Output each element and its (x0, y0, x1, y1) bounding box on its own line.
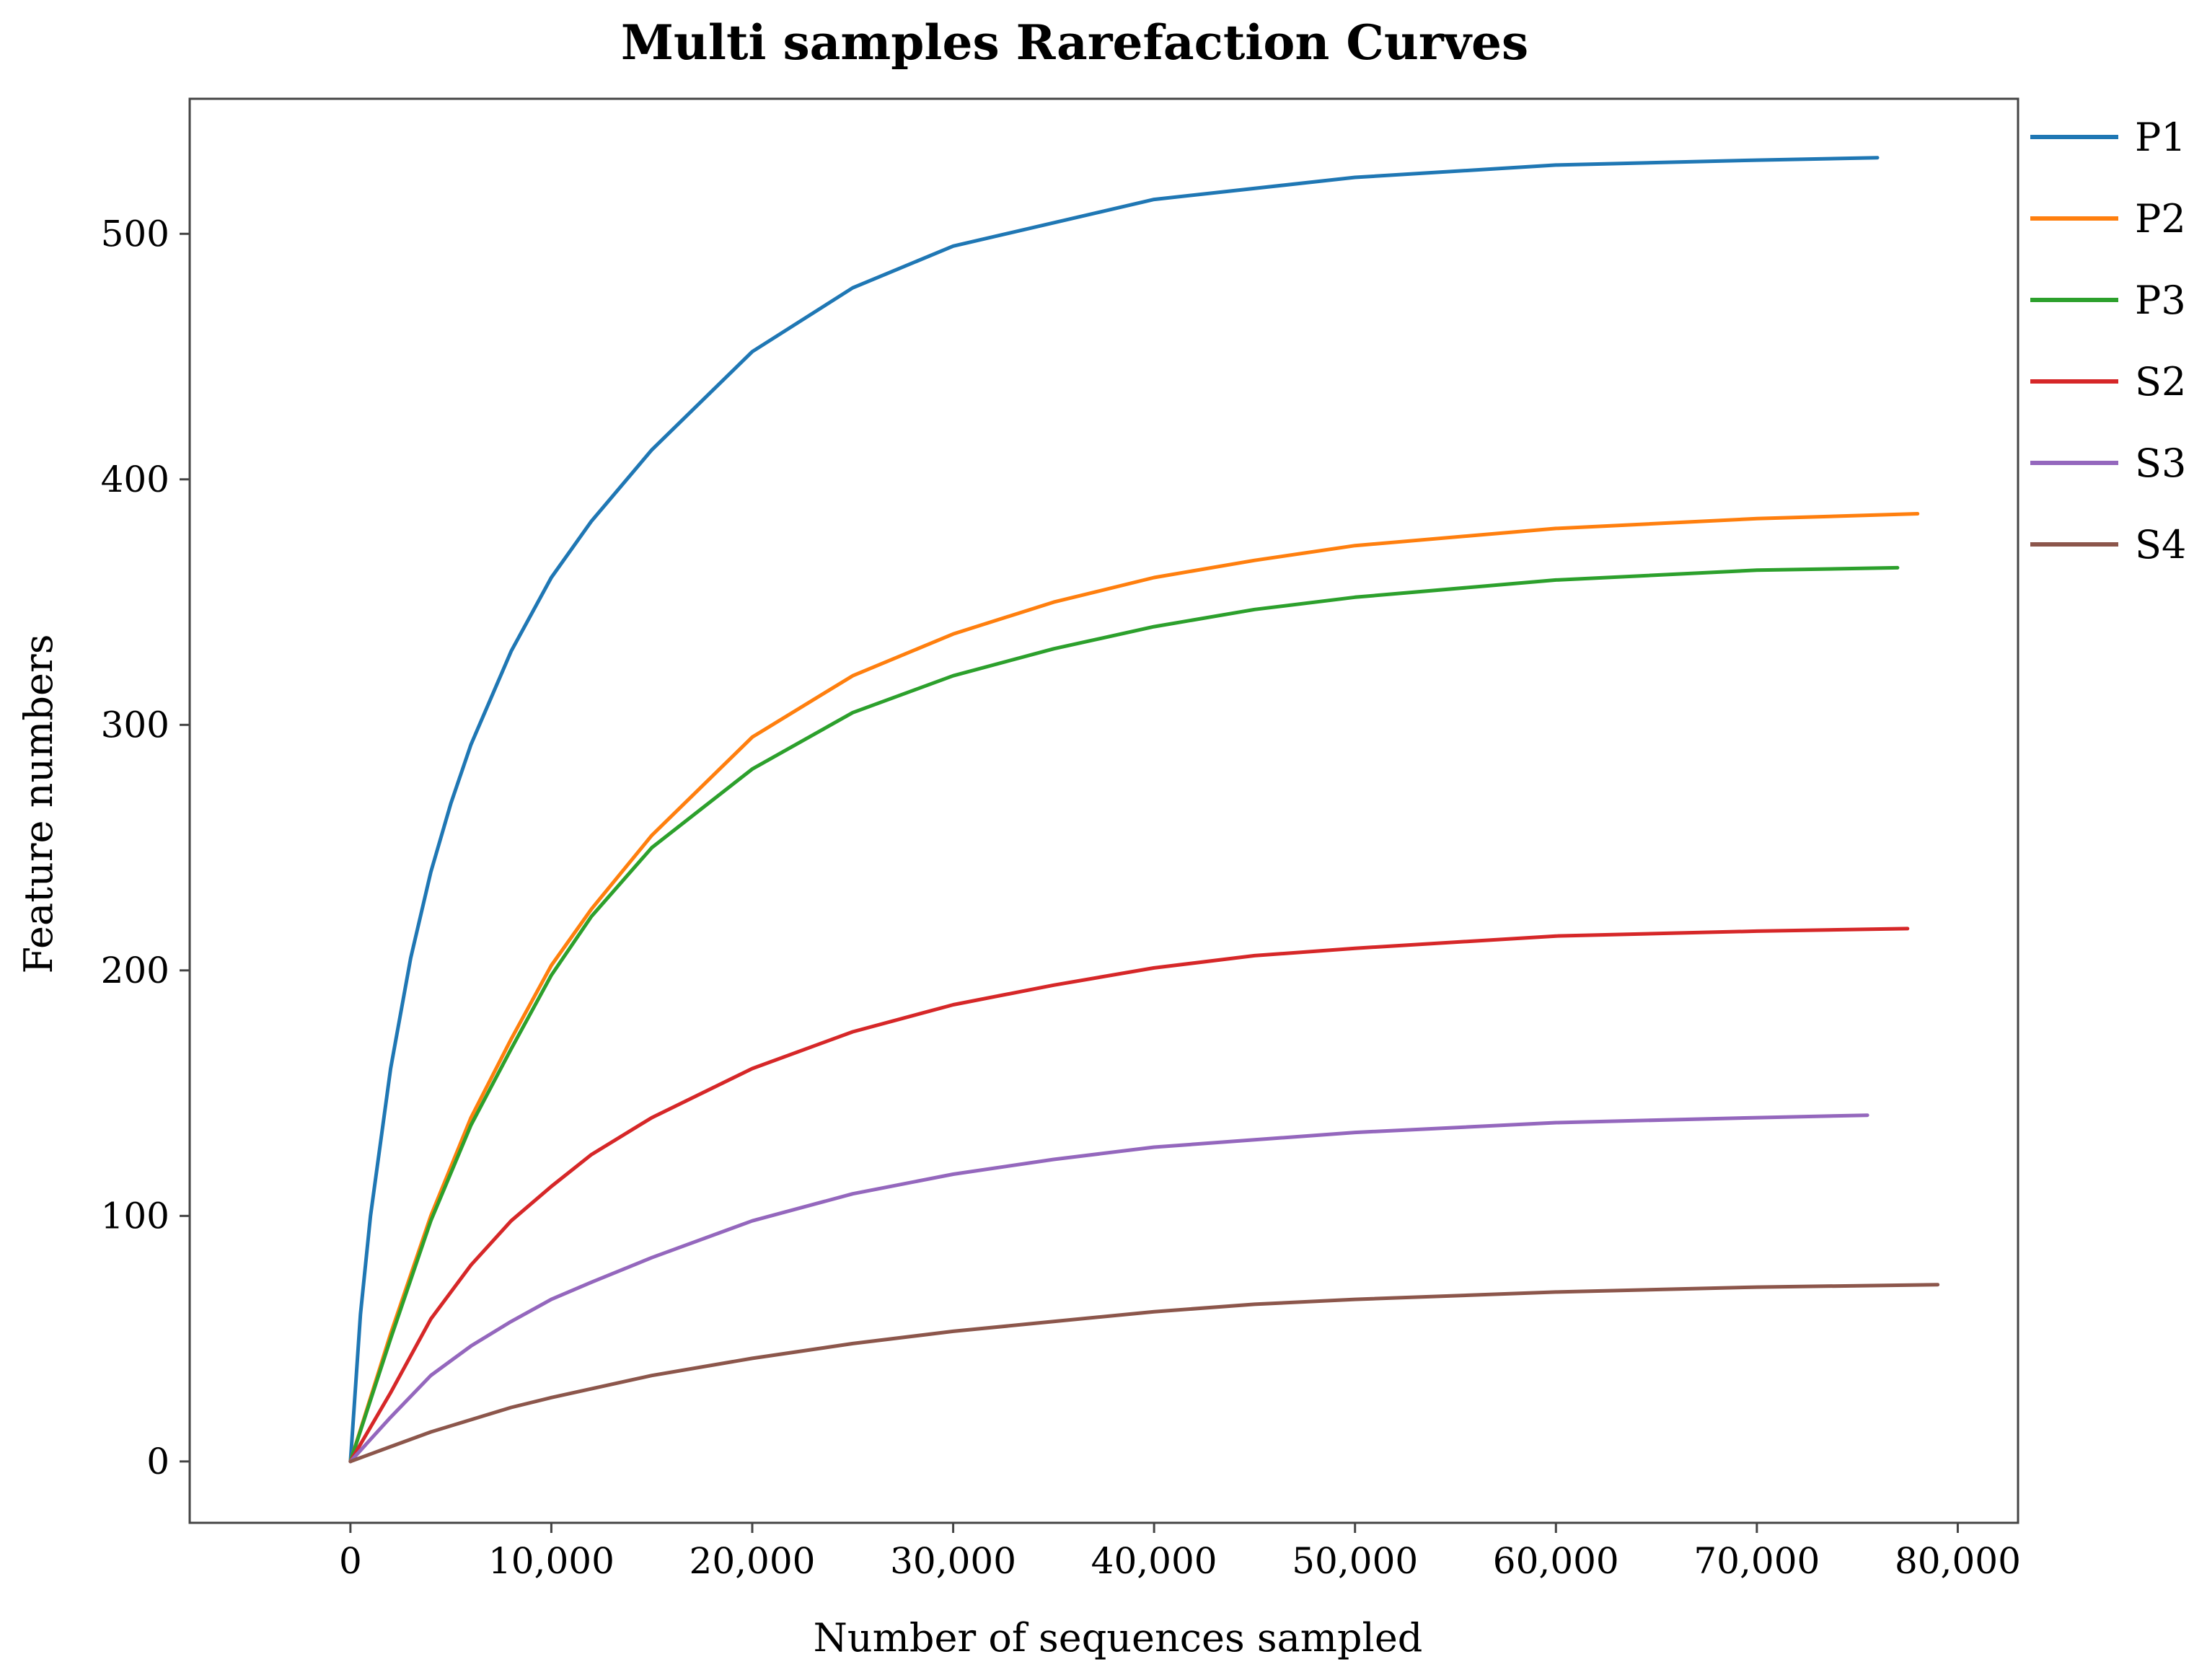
legend-label-p3: P3 (2135, 278, 2186, 323)
series-line-p2 (348, 512, 1920, 1464)
legend-label-s3: S3 (2135, 441, 2186, 486)
y-tick-label: 200 (101, 950, 169, 991)
series-line-s3 (348, 1113, 1869, 1464)
series-lines (348, 156, 1940, 1464)
y-tick-label: 0 (146, 1441, 169, 1482)
x-tick-label: 50,000 (1292, 1540, 1418, 1582)
series-line-p3 (348, 565, 1900, 1464)
x-tick-label: 30,000 (890, 1540, 1016, 1582)
x-tick-label: 80,000 (1895, 1540, 2021, 1582)
y-tick-label: 500 (101, 213, 169, 255)
series-line-s2 (348, 927, 1910, 1464)
x-axis-label: Number of sequences sampled (814, 1615, 1423, 1661)
x-axis: 0 10,000 20,000 30,000 40,000 50,000 60,000 70,… (339, 1523, 2021, 1582)
chart-title: Multi samples Rarefaction Curves (621, 14, 1528, 71)
y-tick-label: 400 (101, 459, 169, 500)
legend-label-p1: P1 (2135, 115, 2186, 160)
x-tick-label: 0 (339, 1540, 362, 1582)
x-tick-label: 60,000 (1493, 1540, 1619, 1582)
x-tick-label: 10,000 (488, 1540, 614, 1582)
legend-label-p2: P2 (2135, 196, 2186, 242)
series-line-p1 (348, 156, 1880, 1464)
series-line-s4 (348, 1283, 1940, 1464)
y-tick-label: 300 (101, 704, 169, 746)
legend-label-s4: S4 (2135, 522, 2186, 567)
x-tick-label: 20,000 (690, 1540, 816, 1582)
plot-area-frame (188, 97, 2019, 1524)
x-tick-label: 70,000 (1693, 1540, 1820, 1582)
y-axis: 0 100 200 300 400 500 (101, 213, 190, 1482)
legend-label-s2: S2 (2135, 359, 2186, 404)
legend: P1 P2 P3 S2 S3 S4 (2030, 115, 2186, 567)
y-tick-label: 100 (101, 1195, 169, 1237)
y-axis-label: Feature numbers (16, 635, 61, 974)
x-tick-label: 40,000 (1091, 1540, 1217, 1582)
